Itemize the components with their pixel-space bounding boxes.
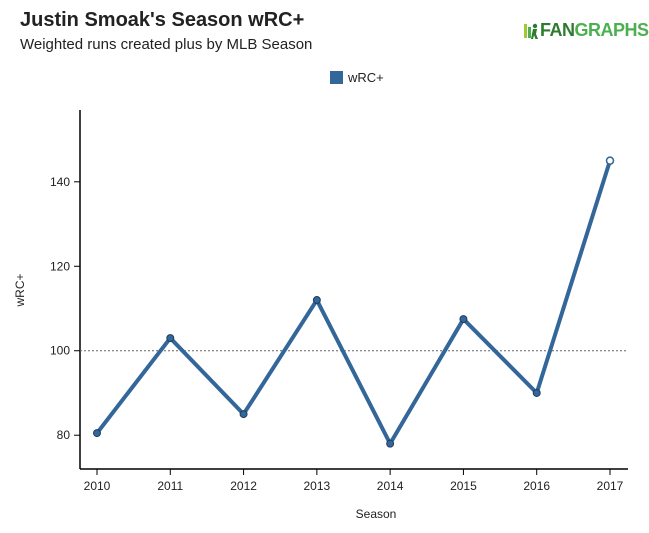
chart-subtitle: Weighted runs created plus by MLB Season: [20, 36, 313, 53]
x-tick-label: 2017: [597, 479, 624, 493]
y-tick-label: 100: [50, 344, 70, 358]
y-axis-title: wRC+: [13, 273, 27, 307]
chart-title: Justin Smoak's Season wRC+: [20, 9, 305, 31]
data-points: [93, 156, 615, 448]
fangraphs-logo-icon: [524, 23, 538, 39]
data-point-2014[interactable]: [386, 439, 395, 448]
x-axis-title: Season: [356, 507, 397, 521]
legend-swatch: [330, 71, 343, 84]
y-ticks: 80 100 120 140: [50, 175, 80, 442]
x-ticks: 2010 2011 2012 2013 2014 2015 2016 2017: [84, 469, 624, 493]
data-point-2013[interactable]: [312, 296, 321, 305]
y-tick-label: 80: [57, 428, 71, 442]
logo-text-fan: FAN: [540, 20, 575, 40]
x-tick-label: 2011: [157, 479, 183, 493]
legend-label: wRC+: [347, 70, 384, 85]
data-point-2012[interactable]: [239, 410, 248, 419]
x-tick-label: 2014: [377, 479, 404, 493]
x-tick-label: 2010: [84, 479, 111, 493]
data-point-2010[interactable]: [93, 429, 101, 438]
data-point-2017[interactable]: [605, 156, 615, 165]
x-tick-label: 2013: [304, 479, 331, 493]
legend: wRC+: [330, 70, 384, 85]
data-point-2016[interactable]: [532, 388, 541, 397]
x-tick-label: 2016: [523, 479, 550, 493]
data-point-2011[interactable]: [166, 334, 175, 343]
y-tick-label: 120: [50, 259, 70, 273]
y-tick-label: 140: [50, 175, 70, 189]
x-tick-label: 2012: [230, 479, 257, 493]
fangraphs-logo[interactable]: FAN GRAPHS: [524, 20, 649, 41]
data-point-2015[interactable]: [459, 315, 468, 324]
series-line-wrc-plus: [95, 158, 612, 446]
x-tick-label: 2015: [450, 479, 477, 493]
logo-text-graphs: GRAPHS: [574, 20, 649, 40]
